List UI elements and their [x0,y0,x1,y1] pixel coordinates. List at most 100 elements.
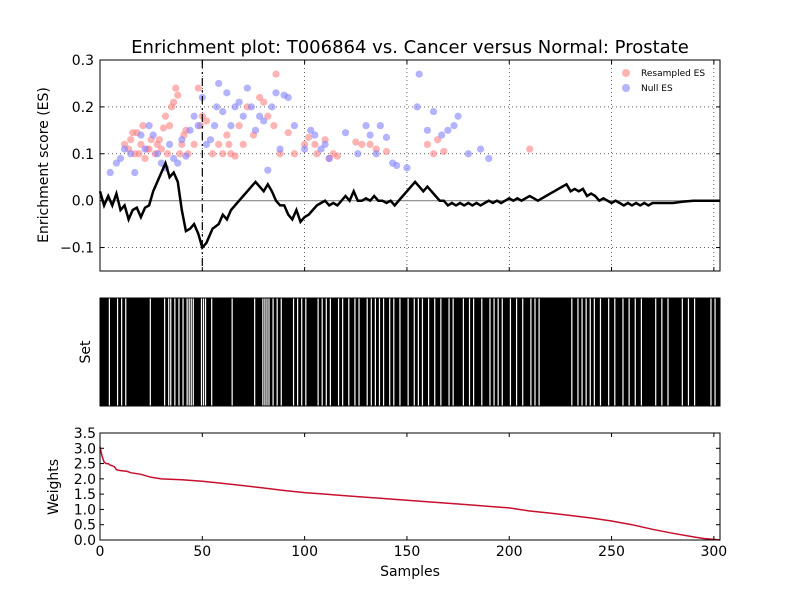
null-es-point [362,122,370,130]
null-es-point [476,145,485,153]
null-es-point [393,161,401,170]
set-barcode-gap [125,298,127,406]
set-barcode-gap [427,298,430,406]
set-barcode-gap [354,298,356,406]
set-barcode-gap [577,298,579,406]
resampled-es-point [172,84,180,92]
null-es-point [219,107,227,116]
set-barcode-gap [622,298,624,406]
set-barcode-gap [370,298,372,406]
resampled-es-point [202,117,211,125]
null-es-point [149,131,157,139]
weights-x-tick-label: 300 [700,544,727,560]
set-barcode-gap [681,298,683,406]
set-barcode-gap [399,298,401,406]
set-barcode-gap [190,298,192,406]
set-barcode-gap [389,298,391,406]
es-y-ticks: −0.1 0.0 0.1 0.2 0.3 [60,53,720,257]
set-barcode-gap [329,298,331,406]
null-es-point [106,168,114,177]
null-es-point [223,89,231,97]
set-barcode-gap [149,298,151,406]
null-es-point [372,150,380,158]
set-plot-frame [99,297,721,407]
set-barcode-gap [593,298,595,406]
es-y-tick-label: 0.0 [72,194,94,210]
weights-y-tick-label: 0.5 [74,518,96,534]
null-es-point [174,159,182,167]
null-es-point [272,89,280,97]
es-running-line [98,159,720,251]
set-barcode-gap [493,298,495,406]
null-es-point [485,154,493,163]
set-barcode-gap [434,298,436,406]
weights-y-axis-label: Weights [46,459,62,515]
set-barcode-gap [301,298,303,406]
es-y-tick-label: 0.2 [72,100,94,116]
null-es-point [127,150,135,158]
set-barcode-gap [628,298,630,406]
set-barcode-gap [538,298,540,406]
set-barcode-gap [608,298,610,406]
resampled-es-point [137,140,145,148]
resampled-es-point [313,150,321,158]
null-es-point [131,168,139,177]
es-y-tick-label: 0.3 [72,53,94,69]
null-es-point [444,126,452,134]
null-es-point [202,140,211,148]
weights-x-tick-label: 250 [598,544,625,560]
weights-y-tick-label: 3.0 [74,441,96,457]
resampled-es-point [159,124,168,132]
weights-y-tick-label: 0.0 [74,533,96,549]
set-barcode-gap [581,298,583,406]
resampled-es-point [190,140,198,148]
resampled-es-point [352,138,360,146]
resampled-es-point [176,150,184,158]
set-barcode-gap [231,298,233,406]
null-es-point [264,166,272,174]
resampled-es-point [382,147,391,156]
null-es-point [239,112,247,120]
set-barcode-gap [589,298,591,406]
set-barcode-gap [188,298,190,406]
null-es-point [366,131,374,139]
null-es-point [231,103,239,111]
resampled-es-point [219,150,227,158]
resampled-es-point [225,140,233,148]
set-barcode-gap [366,298,368,406]
set-barcode-gap [170,298,172,406]
null-es-point [276,145,284,153]
set-barcode-gaps [108,298,716,406]
resampled-es-point [423,140,431,148]
weights-x-tick-label: 50 [193,544,211,560]
resampled-es-point [333,152,341,160]
set-barcode-gap [297,298,299,406]
set-barcode-gap [325,298,327,406]
set-barcode-gap [292,298,295,406]
null-es-point [141,145,149,153]
set-barcode-gap [178,298,180,406]
null-es-point [413,103,421,111]
null-es-point [438,131,446,139]
set-barcode-gap [515,298,518,406]
null-es-point [186,126,194,134]
chart-title: Enrichment plot: T006864 vs. Cancer vers… [131,37,689,58]
set-barcode-gap [254,298,256,406]
set-barcode-gap [585,298,587,406]
null-es-point [307,126,315,134]
es-y-tick-label: −0.1 [60,241,94,257]
resampled-es-point [358,140,366,148]
set-barcode-gap [342,298,344,406]
set-barcode-gap [710,298,712,406]
set-barcode-gap [655,298,657,406]
null-es-points [106,70,493,177]
set-barcode-gap [440,298,442,406]
set-barcode-gap [116,298,119,406]
null-es-point [429,107,438,116]
set-barcode-gap [262,298,264,406]
weights-x-ticks: 0 50 100 150 200 250 300 [96,433,727,560]
set-barcode-gap [200,298,203,406]
weights-line [99,446,721,541]
set-barcode-gap [468,298,471,406]
